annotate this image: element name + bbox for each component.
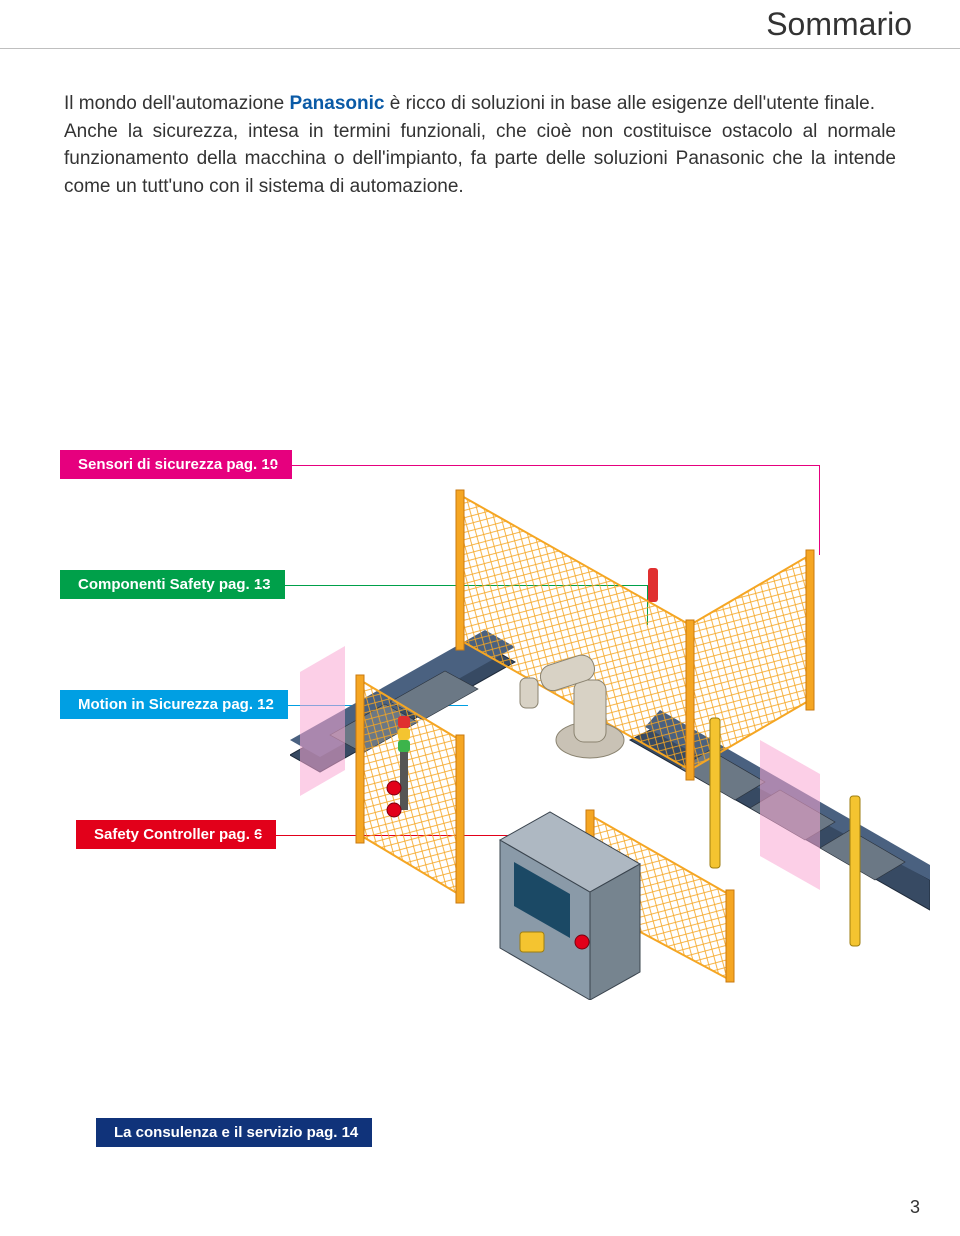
tag-sensori: Sensori di sicurezza pag. 10 [60,450,292,479]
light-curtain-post [710,718,720,868]
safety-switch-icon [648,568,658,602]
safety-cell-illustration [290,440,930,1000]
brand-name: Panasonic [289,93,384,114]
tag-motion: Motion in Sicurezza pag. 12 [60,690,288,719]
header-rule [0,48,960,49]
estop-icon [387,803,401,817]
intro-text-3: Anche la sicurezza, intesa in termini fu… [64,121,896,197]
tag-controller: Safety Controller pag. 6 [76,820,276,849]
light-curtain-left [300,646,345,796]
light-curtain-right [760,740,820,890]
intro-text-2: è ricco di soluzioni in base alle esigen… [384,93,875,114]
intro-text-1: Il mondo dell'automazione [64,93,289,114]
tag-consulenza: La consulenza e il servizio pag. 14 [96,1118,372,1147]
estop-icon [387,781,401,795]
page-number: 3 [910,1197,920,1218]
page-title: Sommario [766,6,912,43]
light-curtain-post [850,796,860,946]
intro-paragraph: Il mondo dell'automazione Panasonic è ri… [64,90,896,200]
